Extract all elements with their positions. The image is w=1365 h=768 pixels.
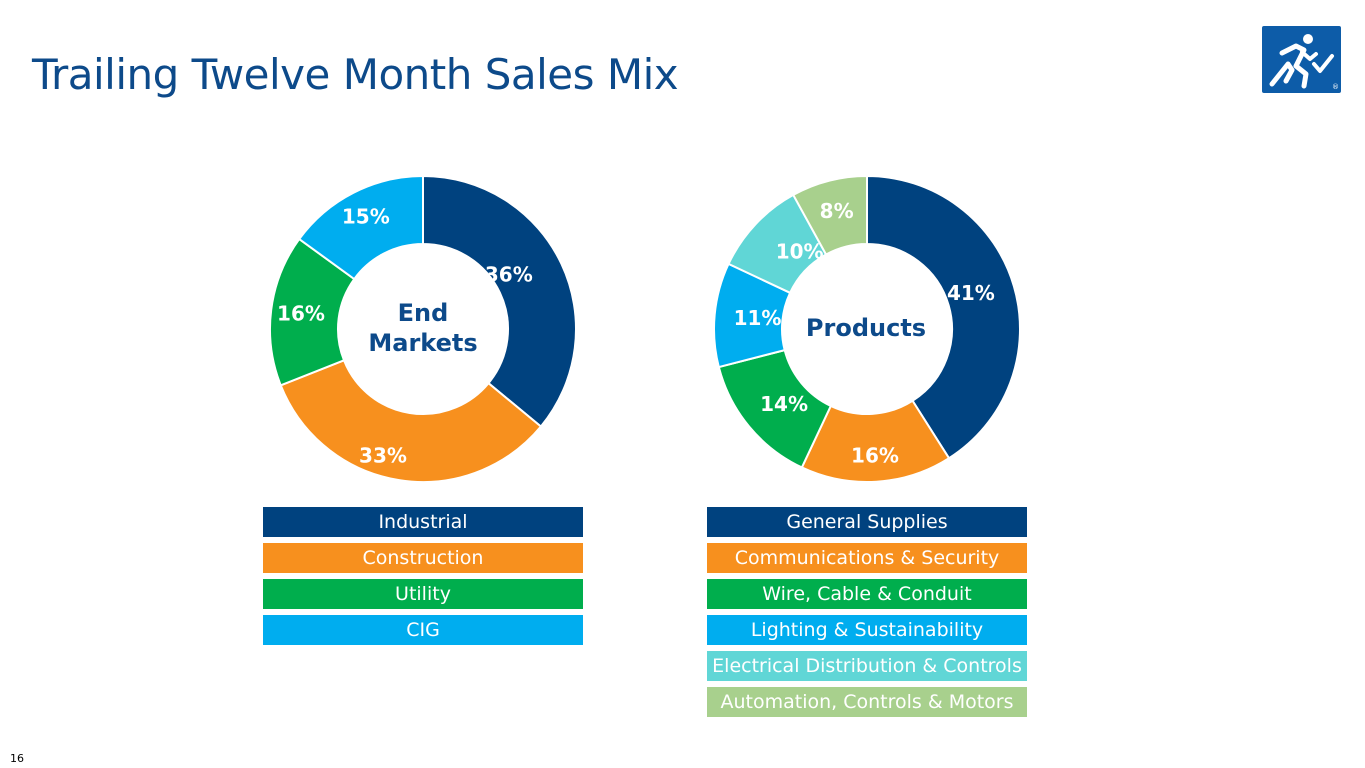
donut-1-slice-5 [791,174,868,256]
products-legend: General Supplies Communications & Securit… [707,507,1027,723]
donut-0-slices [269,174,577,483]
donut-1-data-label-3: 11% [734,306,782,330]
legend-item: Lighting & Sustainability [707,615,1027,645]
legend-item: General Supplies [707,507,1027,537]
donut-1-data-label-2: 14% [760,392,808,416]
end-markets-center-label: End Markets [353,298,493,358]
legend-item: Communications & Security [707,543,1027,573]
company-logo: ® [1262,26,1341,93]
donut-0-data-label-0: 36% [485,263,533,287]
donut-1-slices [713,174,1021,483]
center-label-line-1: Products [805,314,927,342]
legend-item: Industrial [263,507,583,537]
donut-0-data-label-3: 15% [342,205,390,229]
donut-0-data-label-1: 33% [359,443,407,467]
legend-item: Automation, Controls & Motors [707,687,1027,717]
legend-item: Wire, Cable & Conduit [707,579,1027,609]
registered-mark: ® [1332,83,1339,91]
page-number: 16 [10,752,24,765]
center-label-line-2: Markets [368,329,478,357]
donut-0-data-labels: 36% 33% 16% 15% [277,205,533,468]
donut-0-slice-3 [297,174,424,281]
donut-0-data-label-2: 16% [277,302,325,326]
donut-1-data-label-4: 10% [776,240,824,264]
legend-item: Utility [263,579,583,609]
donut-0-slice-1 [279,358,543,483]
legend-item: Electrical Distribution & Controls [707,651,1027,681]
donut-1-data-label-5: 8% [820,199,854,223]
center-label-line-1: End [397,299,449,327]
donut-1-data-label-1: 16% [851,444,899,468]
page-title: Trailing Twelve Month Sales Mix [32,50,679,99]
legend-item: Construction [263,543,583,573]
donut-1-data-labels: 41% 16% 14% 11% 10% 8% [734,199,995,468]
legend-item: CIG [263,615,583,645]
donut-1-data-label-0: 41% [947,281,995,305]
donut-0-slice-0 [422,174,577,428]
running-figure-checkmark-icon: ® [1269,34,1339,91]
donut-1-slice-0 [866,174,1021,460]
products-center-label: Products [796,313,936,343]
end-markets-legend: Industrial Construction Utility CIG [263,507,583,651]
